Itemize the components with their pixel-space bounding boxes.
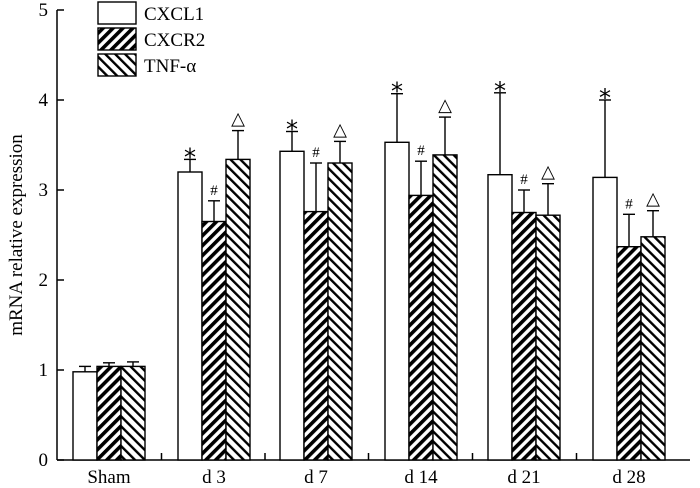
y-axis-label: mRNA relative expression (6, 134, 27, 336)
bar-cxcr2-1 (201, 220, 227, 461)
legend-label: CXCL1 (144, 4, 204, 25)
annotations: * * * * * # # # # # △ △ △ △ △ (184, 77, 660, 213)
significance-marker: * (494, 77, 506, 105)
y-tick-label: 0 (39, 450, 49, 471)
bar-cxcl1-4 (487, 173, 513, 461)
y-tick-label: 4 (39, 90, 49, 111)
significance-marker: # (625, 196, 633, 212)
legend-label: TNF-α (144, 56, 196, 77)
y-tick-label: 1 (39, 360, 49, 381)
bar-cxcl1-0 (72, 371, 98, 461)
bar-cxcl1-5 (592, 176, 618, 461)
bar-tnf-3 (432, 154, 458, 461)
significance-marker: # (312, 145, 320, 161)
bar-tnf-0 (120, 365, 146, 461)
significance-marker: △ (333, 119, 347, 139)
significance-marker: * (184, 143, 196, 171)
significance-marker: # (520, 172, 528, 188)
x-tick-label: Sham (87, 467, 131, 488)
legend-swatch (97, 27, 137, 51)
bar-cxcl1-3 (384, 141, 410, 461)
x-tick-label: d 21 (507, 467, 540, 488)
significance-marker: * (286, 116, 298, 144)
error-bars (79, 92, 659, 372)
significance-marker: * (391, 78, 403, 106)
legend-label: CXCR2 (144, 30, 205, 51)
legend-swatch (97, 53, 137, 77)
x-ticks: Sham d 3 d 7 d 14 d 21 d 28 (87, 453, 646, 488)
bars (72, 141, 666, 461)
bar-tnf-2 (327, 162, 353, 461)
significance-marker: # (417, 143, 425, 159)
bar-tnf-5 (640, 236, 666, 461)
x-tick-label: d 28 (612, 467, 645, 488)
y-tick-label: 2 (39, 270, 49, 291)
significance-marker: △ (541, 162, 555, 182)
bar-tnf-1 (225, 158, 251, 461)
bar-cxcr2-3 (408, 194, 434, 461)
bar-cxcr2-5 (616, 245, 642, 461)
y-ticks: 0 1 2 3 4 5 (39, 0, 64, 471)
y-tick-label: 5 (39, 0, 49, 21)
y-tick-label: 3 (39, 180, 49, 201)
bar-cxcr2-2 (303, 210, 329, 461)
legend-swatch (97, 1, 137, 25)
x-tick-label: d 7 (304, 467, 328, 488)
bar-tnf-4 (535, 214, 561, 461)
x-tick-label: d 14 (404, 467, 438, 488)
significance-marker: △ (231, 109, 245, 129)
bar-cxcr2-0 (96, 365, 122, 461)
legend: CXCL1 CXCR2 TNF-α (97, 1, 205, 77)
significance-marker: # (210, 183, 218, 199)
significance-marker: * (599, 84, 611, 112)
bar-cxcl1-2 (279, 150, 305, 461)
x-tick-label: d 3 (202, 467, 226, 488)
bar-cxcl1-1 (177, 171, 203, 461)
significance-marker: △ (438, 95, 452, 115)
bar-cxcr2-4 (511, 211, 537, 461)
significance-marker: △ (646, 189, 660, 209)
axes (56, 10, 690, 461)
